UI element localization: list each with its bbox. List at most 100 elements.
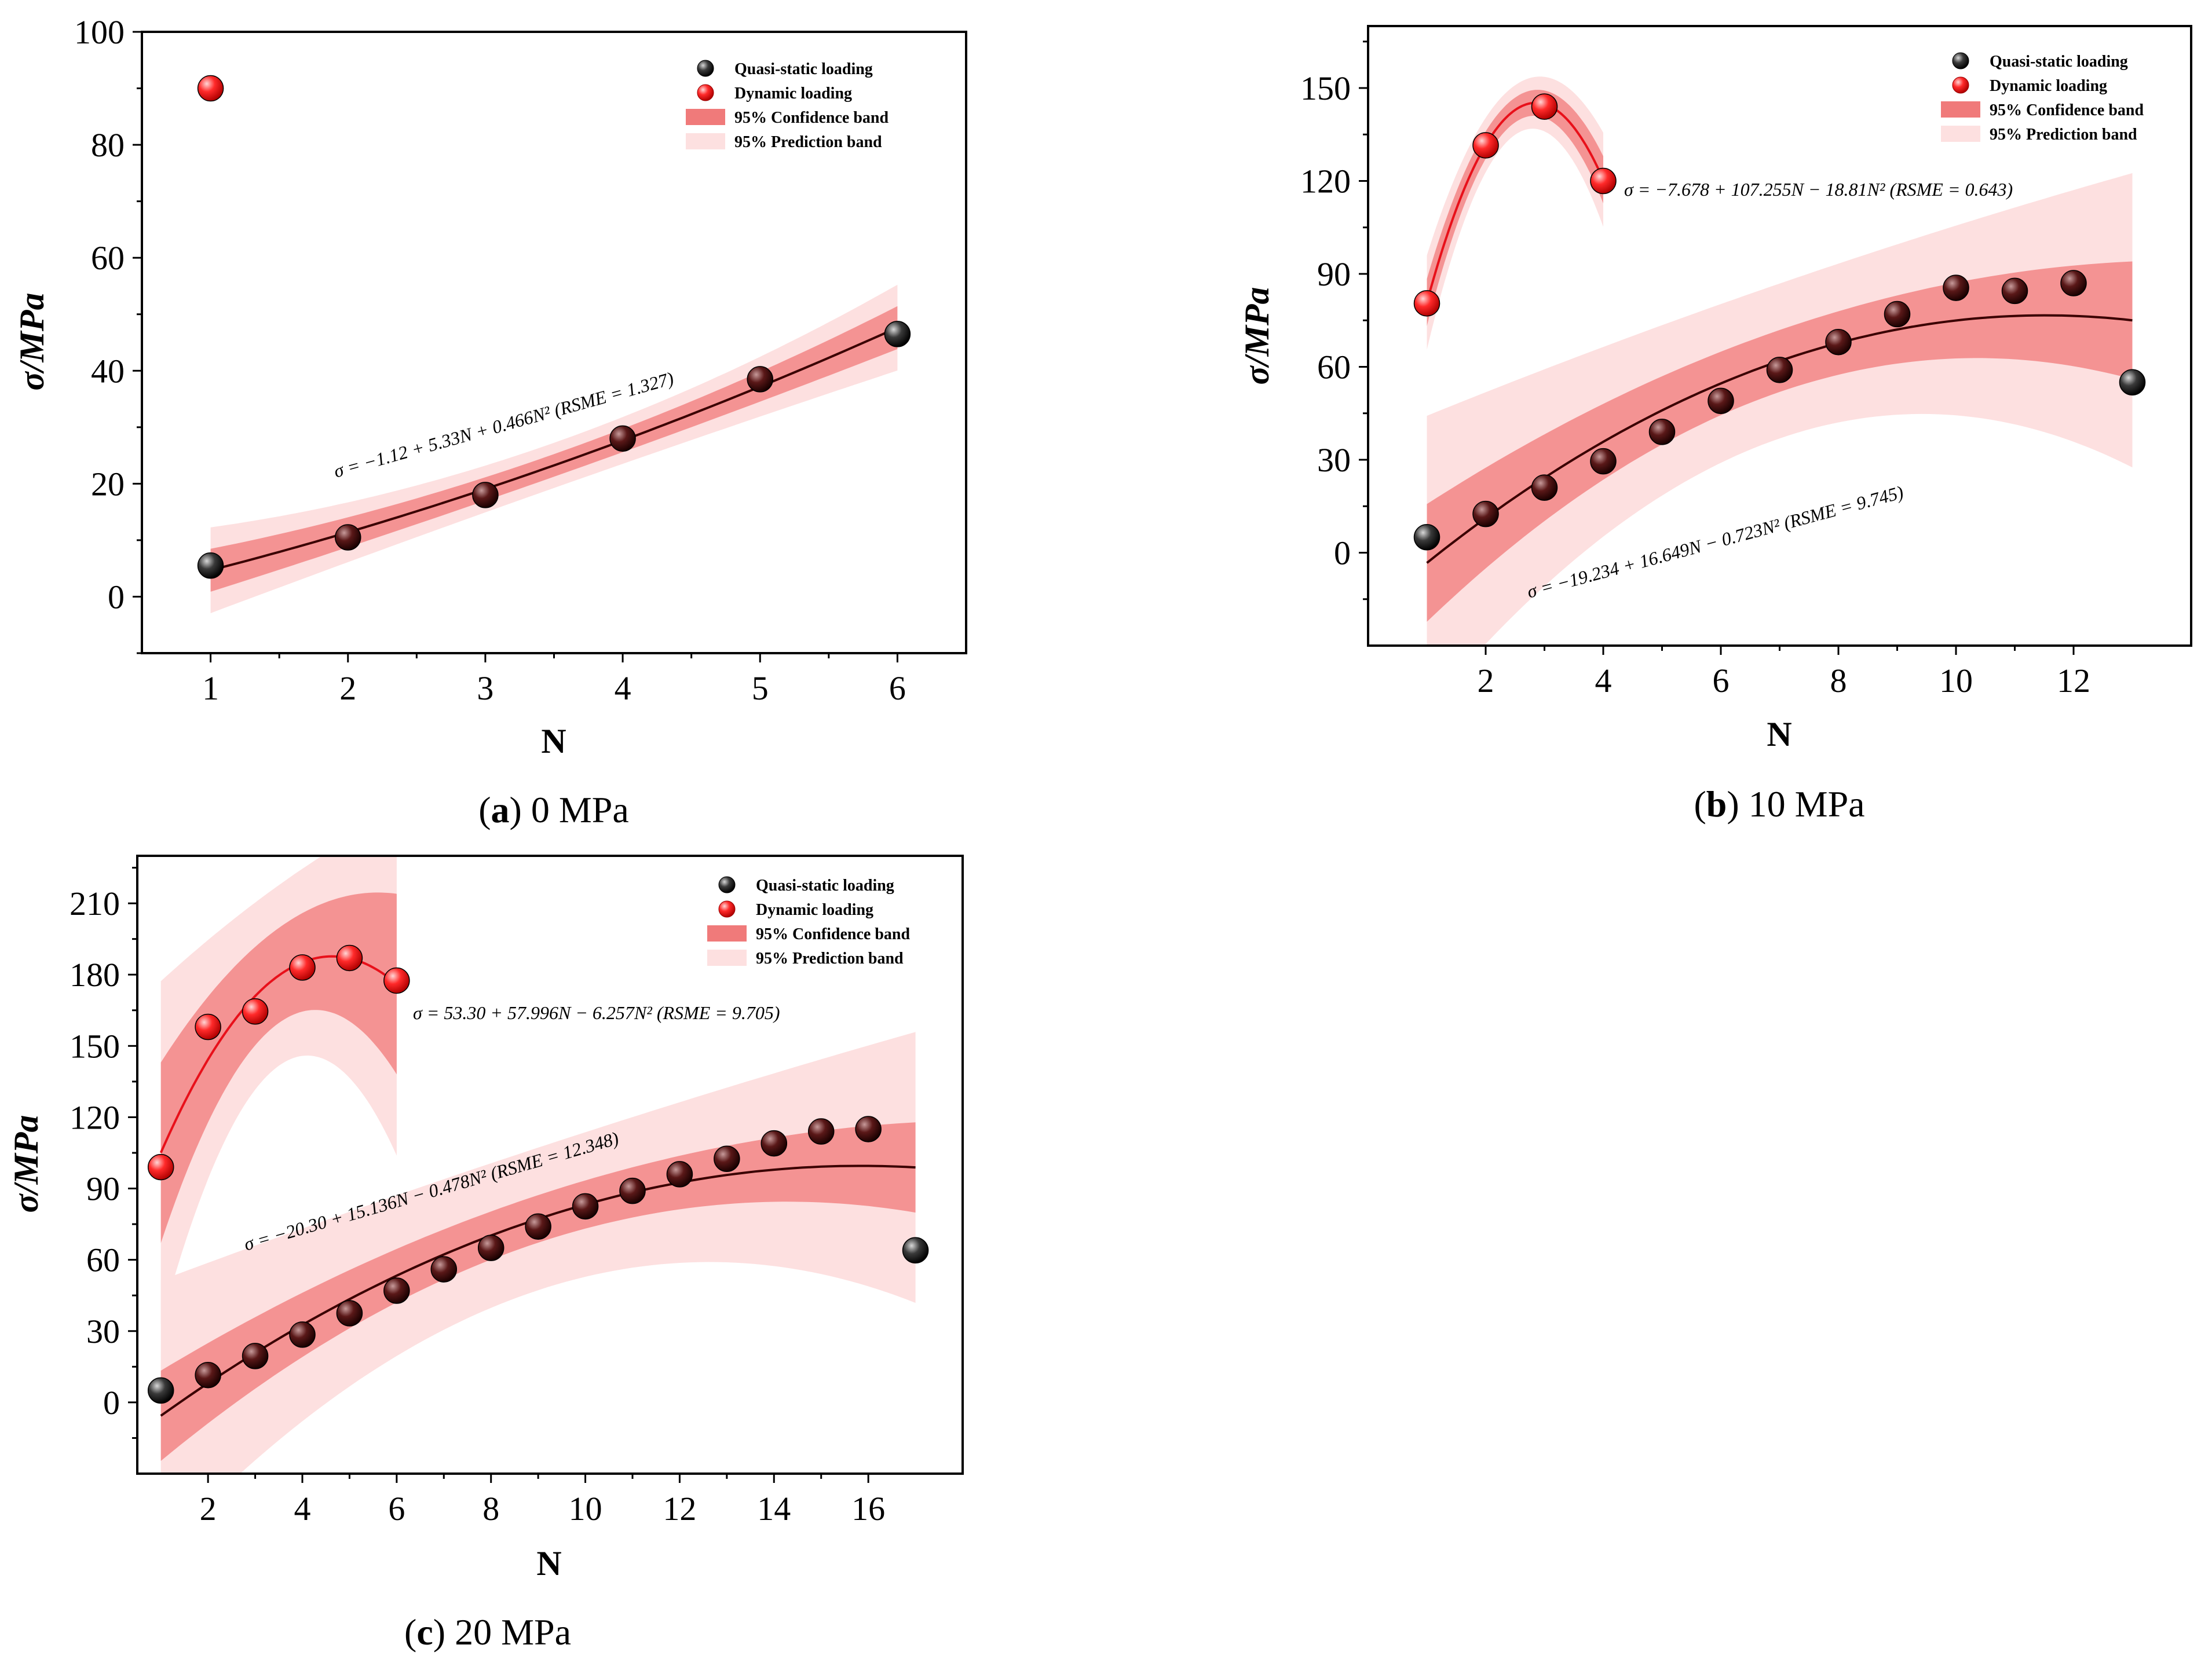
x-tick-label: 6 [1713, 662, 1730, 699]
data-point [1413, 290, 1440, 317]
x-tick-label: 12 [2057, 662, 2090, 699]
fit-curve-1 [1425, 101, 1604, 303]
x-tick-label: 4 [615, 669, 631, 707]
confidence-band-1 [1427, 90, 1603, 327]
y-tick-label: 60 [91, 239, 125, 277]
caption-pressure: 20 MPa [445, 1611, 571, 1653]
legend-marker-dynamic [1952, 76, 1969, 94]
panel-caption: (c) 20 MPa [404, 1611, 571, 1653]
confidence-band-0 [1427, 261, 2133, 622]
data-point [147, 1377, 174, 1404]
legend-label: 95% Prediction band [756, 950, 904, 968]
data-point [147, 1153, 174, 1181]
data-point [807, 1118, 835, 1145]
data-point [195, 1013, 221, 1041]
y-tick-label: 60 [86, 1241, 120, 1279]
legend-label: 95% Prediction band [1990, 126, 2137, 144]
data-point [1590, 167, 1617, 195]
data-point [1472, 500, 1499, 528]
legend-marker-quasi-static [1952, 52, 1969, 69]
data-point [1766, 357, 1793, 383]
x-tick-label: 2 [200, 1490, 217, 1528]
y-tick-label: 150 [1300, 69, 1351, 107]
data-point [472, 482, 499, 508]
data-point [1590, 448, 1617, 475]
x-tick-label: 2 [339, 669, 356, 707]
plot-area [1425, 76, 2133, 646]
data-point [1943, 274, 1969, 301]
panel-caption: (a) 0 MPa [478, 789, 629, 830]
legend-label: Quasi-static loading [734, 60, 873, 78]
y-tick-label: 90 [86, 1170, 120, 1208]
x-tick-label: 4 [294, 1490, 311, 1528]
y-tick-label: 0 [108, 578, 125, 616]
legend-label: Quasi-static loading [1990, 53, 2128, 71]
data-point [1531, 93, 1558, 120]
y-tick-label: 100 [74, 13, 125, 51]
prediction-band-1 [1427, 76, 1603, 350]
y-tick-label: 90 [1317, 255, 1351, 293]
fit-equation: σ = −7.678 + 107.255N − 18.81N² (RSME = … [1624, 179, 2013, 200]
y-axis-title: σ/MPa [7, 1115, 45, 1213]
data-point [383, 1277, 410, 1304]
prediction-band-0 [210, 284, 898, 613]
data-point [1708, 387, 1734, 415]
confidence-band-0 [210, 306, 898, 592]
x-tick-label: 1 [202, 669, 219, 707]
data-point [336, 944, 363, 972]
caption-pressure: 0 MPa [522, 789, 629, 830]
legend: Quasi-static loading Dynamic loading 95% C… [707, 876, 910, 968]
panel-caption: (b) 10 MPa [1694, 783, 1864, 825]
legend-swatch-prediction [686, 133, 725, 149]
y-tick-label: 30 [1317, 441, 1351, 479]
caption-letter: c [416, 1611, 433, 1653]
data-point [714, 1145, 740, 1172]
data-point [761, 1130, 788, 1157]
x-tick-label: 6 [889, 669, 906, 707]
y-tick-label: 210 [70, 885, 120, 922]
x-tick-label: 10 [569, 1490, 602, 1528]
x-tick-label: 16 [851, 1490, 885, 1528]
fit-equation: σ = 53.30 + 57.996N − 6.257N² (RSME = 9.… [413, 1002, 780, 1023]
plot-area [210, 284, 898, 613]
y-tick-label: 30 [86, 1313, 120, 1350]
x-tick-label: 10 [1939, 662, 1973, 699]
legend-swatch-confidence [707, 925, 747, 942]
y-axis-title: σ/MPa [1238, 287, 1276, 384]
data-point [619, 1177, 646, 1204]
caption-pressure: 10 MPa [1739, 783, 1865, 825]
legend-marker-dynamic [718, 900, 736, 918]
y-tick-label: 0 [103, 1384, 120, 1422]
data-point [477, 1235, 504, 1261]
y-tick-label: 40 [91, 352, 125, 390]
confidence-band-1 [160, 892, 397, 1243]
legend-marker-quasi-static [697, 60, 714, 77]
y-tick-label: 80 [91, 126, 125, 164]
data-point [195, 1361, 221, 1389]
y-tick-label: 0 [1334, 534, 1351, 572]
x-axis-title: N [536, 1544, 561, 1583]
data-point [1884, 301, 1911, 328]
data-point [902, 1237, 929, 1263]
legend-label: 95% Confidence band [1990, 101, 2144, 119]
legend-marker-dynamic [697, 84, 714, 101]
legend-swatch-confidence [686, 109, 725, 125]
legend-swatch-prediction [1941, 126, 1980, 142]
data-point [572, 1193, 599, 1220]
legend-label: Quasi-static loading [756, 877, 894, 895]
x-tick-label: 2 [1478, 662, 1494, 699]
y-axis-title: σ/MPa [13, 292, 51, 390]
data-point [2060, 270, 2087, 296]
fit-curve-0 [210, 326, 898, 572]
legend-marker-quasi-static [718, 876, 736, 893]
y-tick-label: 20 [91, 465, 125, 503]
data-point [884, 321, 911, 347]
data-point [2001, 277, 2028, 305]
data-point [336, 1300, 363, 1327]
legend-label: Dynamic loading [734, 85, 852, 102]
legend: Quasi-static loading Dynamic loading 95% C… [686, 60, 889, 151]
x-tick-label: 8 [1830, 662, 1847, 699]
legend-swatch-confidence [1941, 101, 1980, 118]
